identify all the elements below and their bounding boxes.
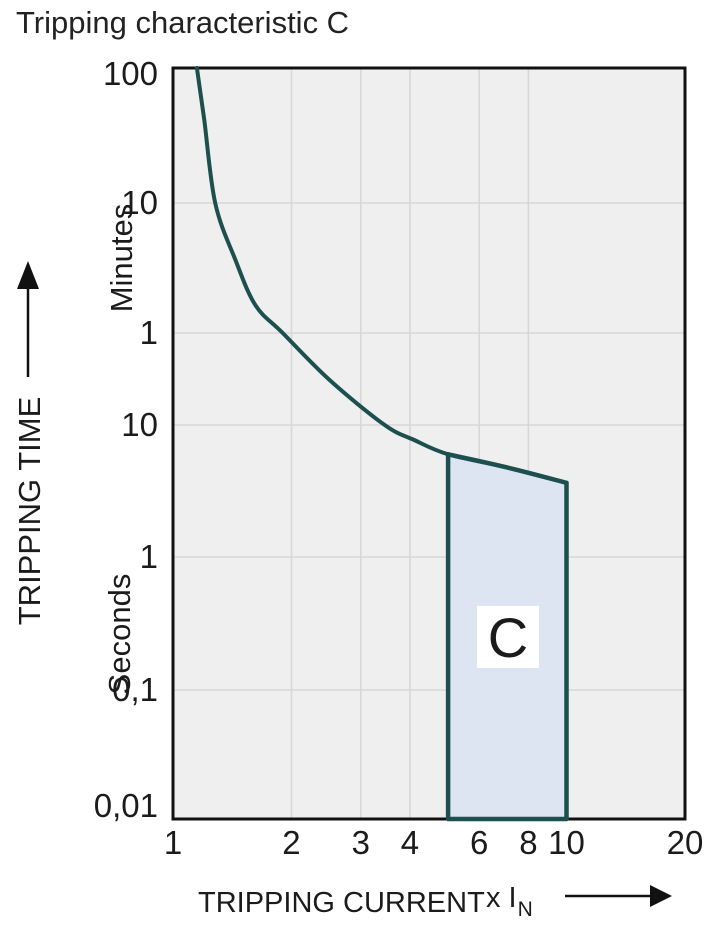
gridlines [173,68,685,819]
y-tick-label: 100 [102,55,158,92]
y-tick-label: 10 [121,184,158,221]
y-tick-label: 1 [139,538,158,575]
x-tick-label: 20 [666,824,704,861]
y-tick-label: 1 [139,314,158,351]
y-axis-title: TRIPPING TIME [12,396,47,626]
seconds-unit-label: Seconds [102,573,137,695]
right-arrow-icon [565,885,672,907]
x-tick-label: 2 [282,824,301,861]
x-axis-multiplier: x IN [486,881,533,925]
x-tick-label: 3 [351,824,370,861]
x-tick-label: 6 [470,824,489,861]
chart-title: Tripping characteristic C [16,5,350,40]
y-tick-label: 0,01 [93,787,158,824]
band-label: C [477,606,539,669]
y-tick-label: 0,1 [112,671,158,708]
plot-background [173,68,685,819]
x-tick-label: 4 [400,824,420,861]
up-arrow-icon [17,261,39,377]
plot-border [171,66,687,821]
characteristic-curve [194,66,569,485]
x-tick-label: 1 [163,824,183,861]
x-tick-label: 10 [548,824,585,861]
y-tick-label: 10 [121,406,158,443]
x-tick-label: 8 [519,824,538,861]
x-axis-multiplier-prefix: x I [486,882,517,914]
minutes-unit-label: Minutes [104,203,139,313]
x-axis-title: TRIPPING CURRENT [198,887,485,919]
x-axis-multiplier-subscript: N [517,897,533,921]
